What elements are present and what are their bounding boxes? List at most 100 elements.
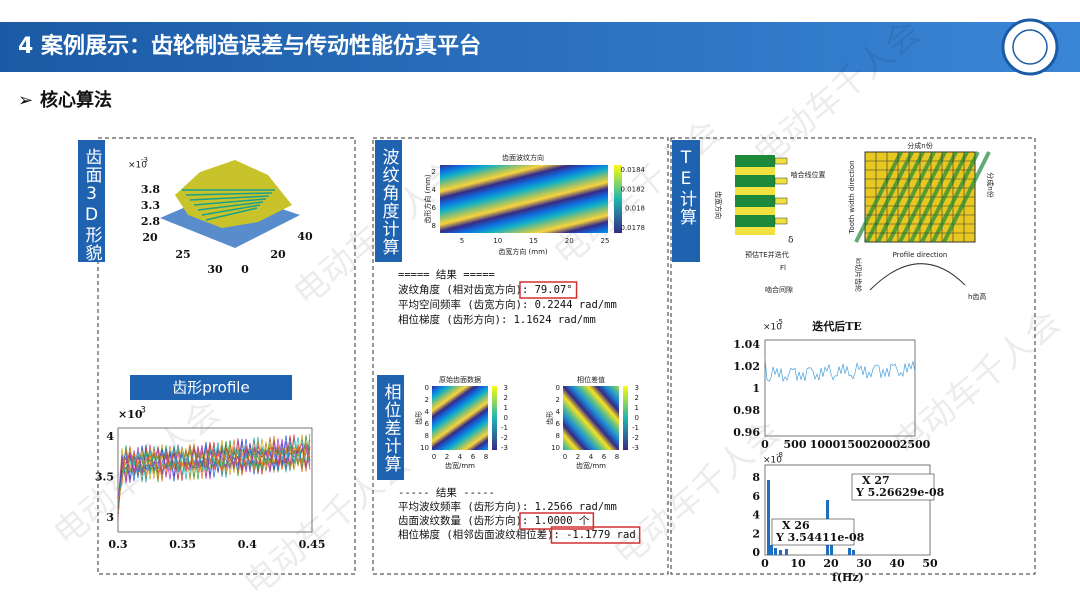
- spectrum-bar: [785, 549, 788, 555]
- text: 8: [752, 471, 760, 484]
- highlight-box: [519, 512, 595, 530]
- text: 8: [556, 432, 560, 440]
- text: 6: [752, 490, 760, 503]
- panel-frame: [670, 137, 1036, 575]
- text: 1.04: [733, 338, 760, 351]
- text: 8: [432, 222, 436, 230]
- section-marker: ➢: [18, 90, 33, 111]
- datatip: [851, 473, 935, 501]
- text: 平均波纹频率 (齿形方向): [398, 500, 522, 513]
- text: 0.45: [299, 538, 326, 551]
- text: 30: [856, 557, 872, 570]
- text: X 27: [862, 474, 890, 487]
- text: 0.0182: [621, 185, 646, 193]
- text: 4: [425, 408, 430, 416]
- text: 4: [432, 186, 437, 194]
- text: 20: [823, 557, 839, 570]
- text: ----- 结果 -----: [398, 486, 495, 499]
- text: 10: [790, 557, 806, 570]
- text: 原始齿面数据: [439, 375, 481, 384]
- text: 波纹角度 (相对齿宽方向): [398, 283, 522, 296]
- text: -3: [501, 444, 508, 452]
- logo: [1001, 18, 1059, 76]
- tooth-tip: [774, 177, 788, 185]
- text: 2.8: [141, 215, 160, 228]
- text: h齿高: [968, 292, 986, 301]
- text: 1.02: [733, 360, 760, 373]
- text: 2500: [900, 438, 931, 451]
- text: 10: [420, 444, 429, 452]
- text: 4: [106, 430, 114, 443]
- text: Tooth width direction: [848, 160, 856, 234]
- surface-stripe: [189, 195, 270, 201]
- text: Profile direction: [893, 251, 948, 259]
- label-box: [377, 375, 404, 480]
- text: 相位梯度 (相邻齿面波纹相位差): [398, 528, 553, 541]
- text: ×10: [128, 161, 147, 171]
- text: Fl: [780, 264, 786, 272]
- arc: [869, 263, 966, 291]
- tooth-tip: [774, 197, 788, 205]
- slide-title: 4 案例展示：齿轮制造误差与传动性能仿真平台: [18, 33, 481, 59]
- logo-ring: [1012, 29, 1048, 65]
- panel-label: TE计算: [676, 148, 697, 226]
- text: 分成n份: [907, 141, 932, 150]
- text: X 26: [782, 519, 810, 532]
- text: -3: [137, 406, 146, 416]
- text: 齿宽方向 (mm): [498, 247, 548, 256]
- tooth-gap: [735, 227, 775, 235]
- tooth-gap: [735, 207, 775, 215]
- text: 10: [551, 444, 560, 452]
- text: 2: [635, 394, 639, 402]
- text: ===== 结果 =====: [398, 268, 495, 281]
- text: 啮合间隙: [765, 285, 793, 294]
- spectrum-bar: [830, 536, 833, 555]
- text: 2000: [870, 438, 901, 451]
- profile-line: [117, 437, 311, 501]
- tooth-tip: [774, 217, 788, 225]
- text: 2: [504, 394, 508, 402]
- surface-stripe: [185, 192, 273, 196]
- text: -1: [501, 424, 508, 432]
- text: 1000: [810, 438, 841, 451]
- text: 3: [504, 384, 508, 392]
- text: 0.0178: [621, 224, 646, 232]
- text: -2: [632, 434, 639, 442]
- section-title: 核心算法: [40, 89, 112, 111]
- text: 齿面波纹方向: [502, 153, 544, 162]
- text: 4: [752, 509, 760, 522]
- datatip: [771, 518, 855, 546]
- grid-band: [920, 151, 969, 243]
- text: δ: [788, 236, 794, 246]
- surface-stripe: [201, 204, 261, 216]
- text: 2: [556, 396, 560, 404]
- surface-stripe: [205, 207, 258, 221]
- tooth-gap: [735, 167, 775, 175]
- text: 6: [556, 420, 561, 428]
- text: 25: [175, 248, 190, 261]
- text: 3: [106, 511, 114, 524]
- text: 40: [889, 557, 905, 570]
- colorbar: [492, 386, 497, 450]
- text: 0: [504, 414, 508, 422]
- text: 15: [529, 237, 538, 245]
- grid-band: [909, 151, 958, 243]
- text: 0.0184: [621, 166, 646, 174]
- text: 0.96: [733, 426, 760, 439]
- text: 0: [752, 546, 760, 559]
- text: 2: [445, 453, 449, 461]
- text: 0: [761, 557, 769, 570]
- spectrum-bar: [774, 548, 777, 555]
- text: 1500: [840, 438, 871, 451]
- text: -2: [501, 434, 508, 442]
- text: 6: [602, 453, 607, 461]
- text: 30: [207, 263, 223, 276]
- text: 0: [761, 438, 769, 451]
- text: 4: [556, 408, 561, 416]
- text: 0: [432, 453, 436, 461]
- text: 相位差值: [577, 375, 605, 384]
- text: 50: [922, 557, 938, 570]
- text: ki切片齿轮: [854, 258, 863, 292]
- text: 0: [563, 453, 567, 461]
- axes: [764, 464, 931, 556]
